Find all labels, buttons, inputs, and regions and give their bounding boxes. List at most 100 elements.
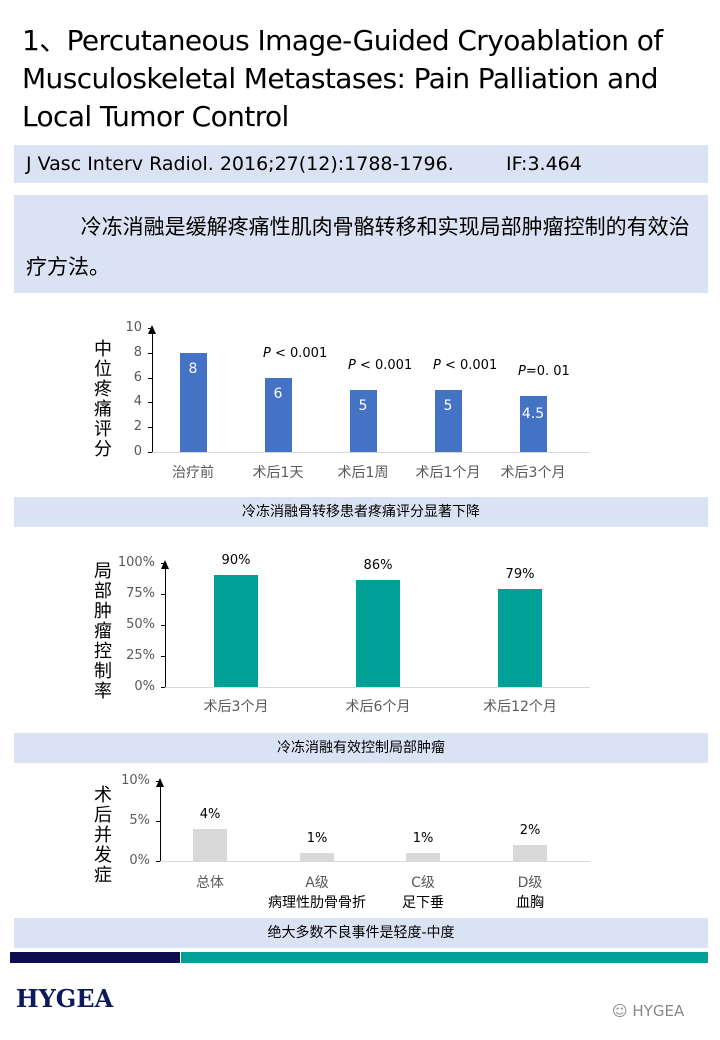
x-axis-line bbox=[152, 452, 590, 453]
y-tick-label: 0 bbox=[133, 444, 142, 459]
chart-3-caption: 绝大多数不良事件是轻度-中度 bbox=[14, 918, 708, 948]
p-value-annotation: P=0. 01 bbox=[518, 364, 570, 380]
bar-value-label: 86% bbox=[363, 558, 393, 574]
bar bbox=[434, 390, 462, 452]
y-tick-mark bbox=[156, 781, 160, 782]
x-axis-line bbox=[165, 687, 590, 688]
y-axis-arrow-icon bbox=[148, 325, 156, 334]
category-name: 术后3个月 bbox=[203, 699, 269, 715]
bar bbox=[179, 352, 207, 452]
y-tick-label: 100% bbox=[117, 555, 155, 570]
y-axis-label: 中位疼痛评分 bbox=[94, 339, 112, 460]
y-tick-mark bbox=[156, 821, 160, 822]
x-category-label: 治疗前 bbox=[133, 463, 253, 483]
journal-citation: J Vasc Interv Radiol. 2016;27(12):1788-1… bbox=[26, 153, 454, 175]
article-title: 1、Percutaneous Image-Guided Cryoablation… bbox=[22, 24, 663, 133]
category-name: 术后12个月 bbox=[483, 699, 557, 715]
y-tick-label: 0% bbox=[134, 679, 155, 694]
x-category-label: 术后1天 bbox=[218, 463, 338, 483]
y-tick-label: 10 bbox=[125, 320, 142, 335]
category-detail: 病理性肋骨骨折 bbox=[268, 895, 366, 911]
x-category-label: 术后1个月 bbox=[388, 463, 508, 483]
bar-value-label: 4% bbox=[199, 807, 221, 822]
category-name: 术后6个月 bbox=[345, 699, 411, 715]
bar-value-label: 1% bbox=[306, 831, 328, 846]
p-value-annotation: P < 0.001 bbox=[348, 358, 413, 373]
x-category-label: 术后12个月 bbox=[460, 697, 580, 717]
y-axis-label: 术后并发症 bbox=[94, 785, 112, 886]
bar bbox=[300, 853, 334, 861]
x-category-label: D级血胸 bbox=[470, 873, 590, 913]
y-tick-label: 25% bbox=[126, 648, 155, 663]
bar bbox=[513, 845, 547, 861]
category-name: C级 bbox=[411, 875, 435, 891]
y-tick-label: 5% bbox=[129, 813, 150, 828]
chart-1-caption: 冷冻消融骨转移患者疼痛评分显著下降 bbox=[14, 497, 708, 527]
bar bbox=[193, 829, 227, 861]
y-tick-label: 4 bbox=[133, 394, 142, 410]
y-tick-mark bbox=[161, 625, 165, 626]
bar-value-label: 8 bbox=[188, 360, 198, 377]
x-category-label: 术后1周 bbox=[303, 463, 423, 483]
y-tick-label: 75% bbox=[126, 586, 155, 601]
y-axis-line bbox=[152, 328, 153, 452]
watermark: ☺ HYGEA bbox=[612, 1002, 685, 1020]
x-category-label: 术后6个月 bbox=[318, 697, 438, 717]
category-name: 治疗前 bbox=[172, 465, 214, 481]
bar bbox=[349, 390, 377, 452]
y-axis-arrow-icon bbox=[156, 778, 164, 787]
bar bbox=[498, 589, 542, 687]
bar bbox=[406, 853, 440, 861]
bar bbox=[214, 575, 258, 687]
y-tick-mark bbox=[148, 452, 152, 453]
bar-value-label: 79% bbox=[505, 567, 535, 583]
hygea-logo: HYGEA bbox=[16, 984, 114, 1013]
y-axis-arrow-icon bbox=[161, 560, 169, 569]
category-name: 总体 bbox=[196, 875, 224, 891]
y-tick-mark bbox=[148, 402, 152, 404]
x-axis-line bbox=[160, 861, 590, 862]
footer-band-navy bbox=[10, 952, 180, 963]
footer-band-teal bbox=[181, 952, 708, 963]
y-tick-mark bbox=[148, 328, 152, 329]
category-name: A级 bbox=[305, 875, 329, 891]
x-category-label: C级足下垂 bbox=[363, 873, 483, 913]
y-tick-mark bbox=[148, 352, 152, 354]
bar-value-label: 90% bbox=[221, 553, 251, 569]
x-category-label: 术后3个月 bbox=[473, 463, 593, 483]
category-name: 术后1个月 bbox=[415, 465, 481, 481]
chart-2-caption: 冷冻消融有效控制局部肿瘤 bbox=[14, 733, 708, 763]
x-category-label: 总体 bbox=[150, 873, 270, 893]
y-tick-label: 6 bbox=[133, 369, 142, 385]
y-tick-mark bbox=[161, 594, 165, 595]
y-axis-line bbox=[160, 781, 161, 861]
category-detail: 足下垂 bbox=[402, 895, 444, 911]
category-name: 术后3个月 bbox=[500, 465, 566, 481]
category-name: D级 bbox=[517, 875, 543, 891]
bar bbox=[356, 580, 400, 687]
bar-value-label: 5 bbox=[358, 398, 368, 414]
y-axis-line bbox=[165, 563, 166, 687]
bar-value-label: 4.5 bbox=[521, 406, 545, 423]
p-value-annotation: P < 0.001 bbox=[263, 345, 328, 361]
y-tick-mark bbox=[148, 427, 152, 429]
bar-value-label: 1% bbox=[412, 831, 434, 846]
bar-value-label: 2% bbox=[519, 823, 541, 838]
category-detail: 血胸 bbox=[516, 895, 544, 911]
bar bbox=[264, 377, 292, 452]
citation-bar: J Vasc Interv Radiol. 2016;27(12):1788-1… bbox=[14, 145, 708, 183]
bar-value-label: 5 bbox=[443, 398, 453, 414]
p-value-annotation: P < 0.001 bbox=[433, 358, 498, 373]
y-tick-mark bbox=[156, 861, 160, 862]
y-tick-label: 50% bbox=[126, 617, 155, 632]
x-category-label: 术后3个月 bbox=[176, 697, 296, 717]
wechat-icon: ☺ bbox=[612, 1002, 633, 1020]
category-name: 术后1天 bbox=[252, 465, 304, 481]
summary-box: 冷冻消融是缓解疼痛性肌肉骨骼转移和实现局部肿瘤控制的有效治疗方法。 bbox=[14, 195, 708, 293]
y-axis-label: 局部肿瘤控制率 bbox=[94, 561, 112, 702]
bar bbox=[519, 396, 547, 452]
y-tick-label: 0% bbox=[129, 853, 150, 868]
category-name: 术后1周 bbox=[337, 465, 389, 481]
bar-value-label: 6 bbox=[273, 385, 283, 402]
